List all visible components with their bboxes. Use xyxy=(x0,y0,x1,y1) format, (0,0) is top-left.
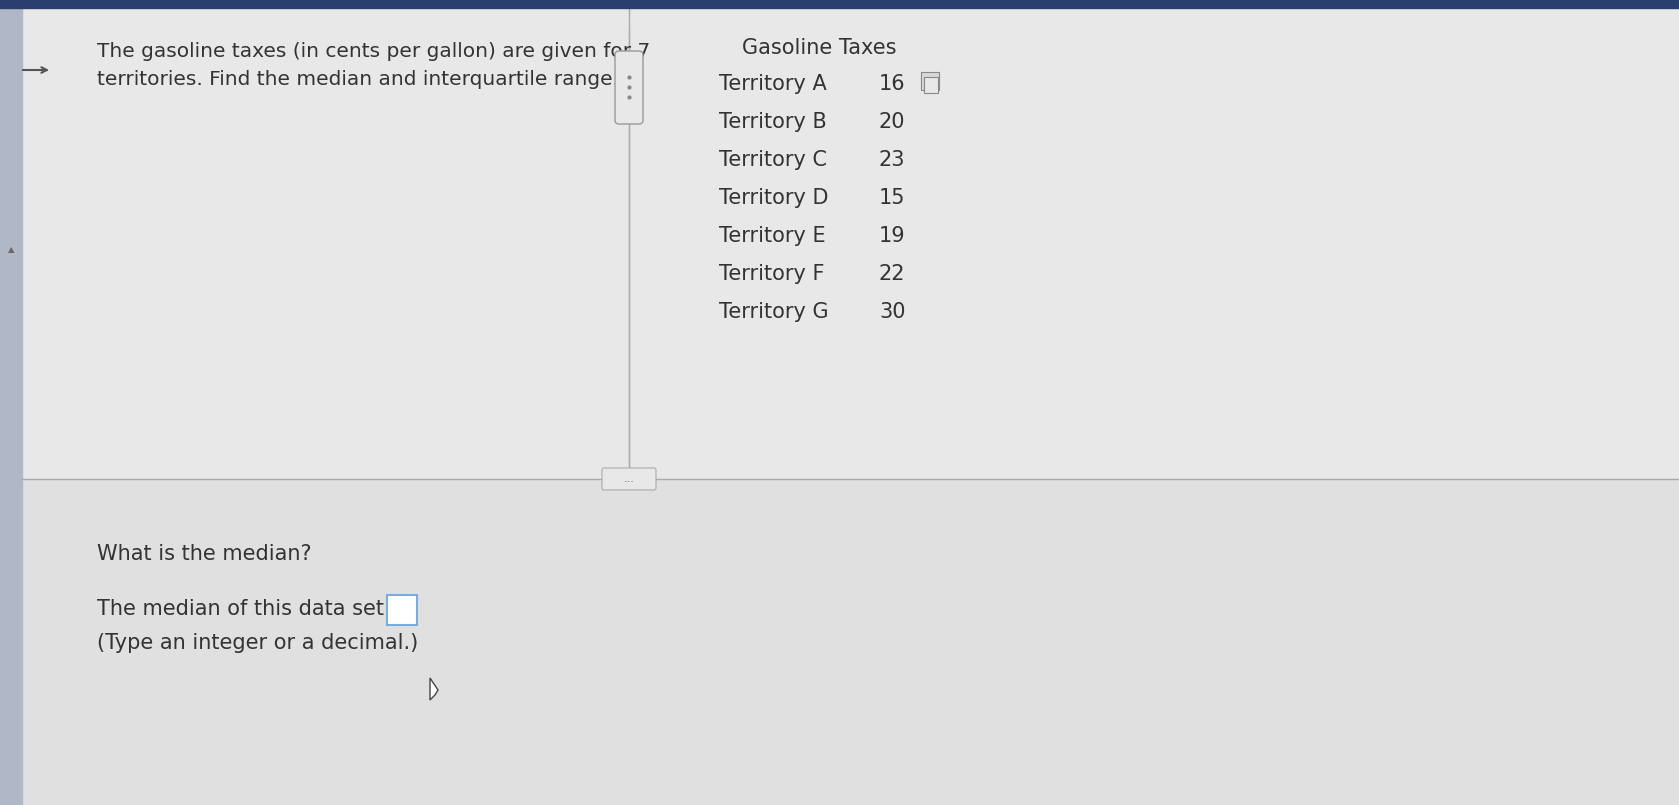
Text: The median of this data set is: The median of this data set is xyxy=(97,599,408,619)
FancyBboxPatch shape xyxy=(615,51,643,124)
Bar xyxy=(0,0,1679,8)
Text: Territory D: Territory D xyxy=(719,188,828,208)
Text: ...: ... xyxy=(623,474,635,484)
Text: Gasoline Taxes: Gasoline Taxes xyxy=(742,38,897,58)
Text: territories. Find the median and interquartile range.: territories. Find the median and interqu… xyxy=(97,70,620,89)
Text: (Type an integer or a decimal.): (Type an integer or a decimal.) xyxy=(97,633,418,653)
Text: The gasoline taxes (in cents per gallon) are given for 7: The gasoline taxes (in cents per gallon)… xyxy=(97,42,650,61)
Text: 19: 19 xyxy=(880,226,905,246)
Bar xyxy=(386,595,416,625)
Bar xyxy=(922,72,939,90)
Bar xyxy=(0,479,1679,805)
Polygon shape xyxy=(430,678,438,700)
Text: 15: 15 xyxy=(880,188,905,208)
Text: Territory A: Territory A xyxy=(719,74,826,94)
Text: 16: 16 xyxy=(880,74,905,94)
Text: Territory E: Territory E xyxy=(719,226,826,246)
Text: Territory F: Territory F xyxy=(719,264,824,284)
Text: What is the median?: What is the median? xyxy=(97,544,312,564)
FancyBboxPatch shape xyxy=(603,468,656,490)
Text: 20: 20 xyxy=(880,112,905,132)
Text: 22: 22 xyxy=(880,264,905,284)
Text: Territory G: Territory G xyxy=(719,302,829,322)
Text: Territory B: Territory B xyxy=(719,112,826,132)
Text: ▲: ▲ xyxy=(8,246,13,254)
Text: Territory C: Territory C xyxy=(719,150,828,170)
Bar xyxy=(0,0,22,805)
Bar xyxy=(0,8,1679,479)
Text: 30: 30 xyxy=(880,302,905,322)
Text: 23: 23 xyxy=(880,150,905,170)
Bar xyxy=(923,77,939,93)
